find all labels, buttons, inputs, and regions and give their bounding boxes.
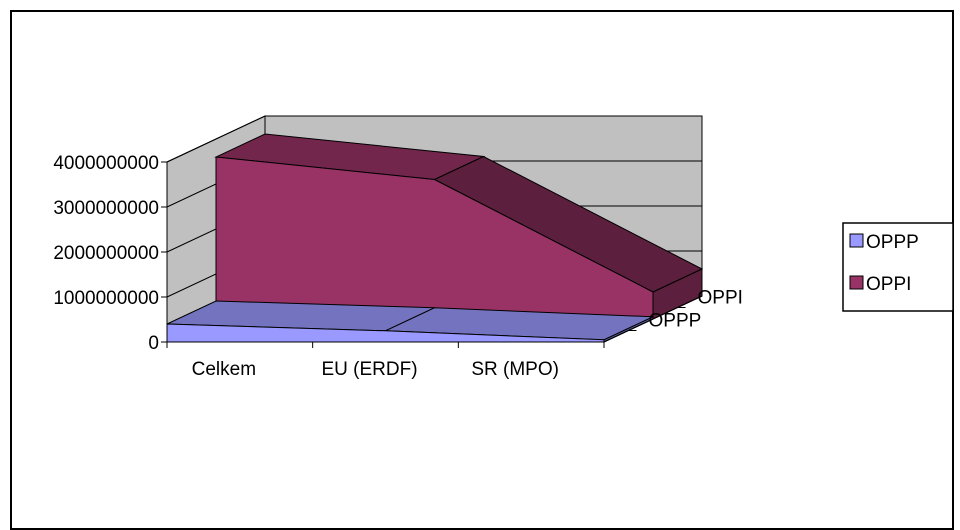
chart-area: 0 1000000000 2000000000 3000000000 400000000… (0, 0, 960, 512)
depth-tick-label: OPPP (649, 311, 702, 332)
x-axis-ticks: Celkem EU (ERDF) SR (MPO) (167, 342, 604, 380)
y-tick-label: 3000000000 (53, 198, 159, 219)
x-tick-label: Celkem (192, 359, 256, 380)
depth-tick-label: OPPI (698, 288, 743, 309)
y-tick-label: 4000000000 (53, 153, 159, 174)
x-tick-label: EU (ERDF) (321, 359, 417, 380)
legend-swatch-oppi (850, 276, 863, 289)
y-axis-ticks: 0 1000000000 2000000000 3000000000 400000000… (53, 153, 167, 354)
y-tick-label: 0 (148, 333, 159, 354)
x-tick-label: SR (MPO) (471, 359, 559, 380)
legend-label-oppp: OPPP (866, 232, 919, 253)
legend-label-oppi: OPPI (866, 274, 911, 295)
y-tick-label: 2000000000 (53, 243, 159, 264)
legend: OPPP OPPI (843, 223, 953, 311)
legend-swatch-oppp (850, 234, 863, 247)
y-tick-label: 1000000000 (53, 288, 159, 309)
